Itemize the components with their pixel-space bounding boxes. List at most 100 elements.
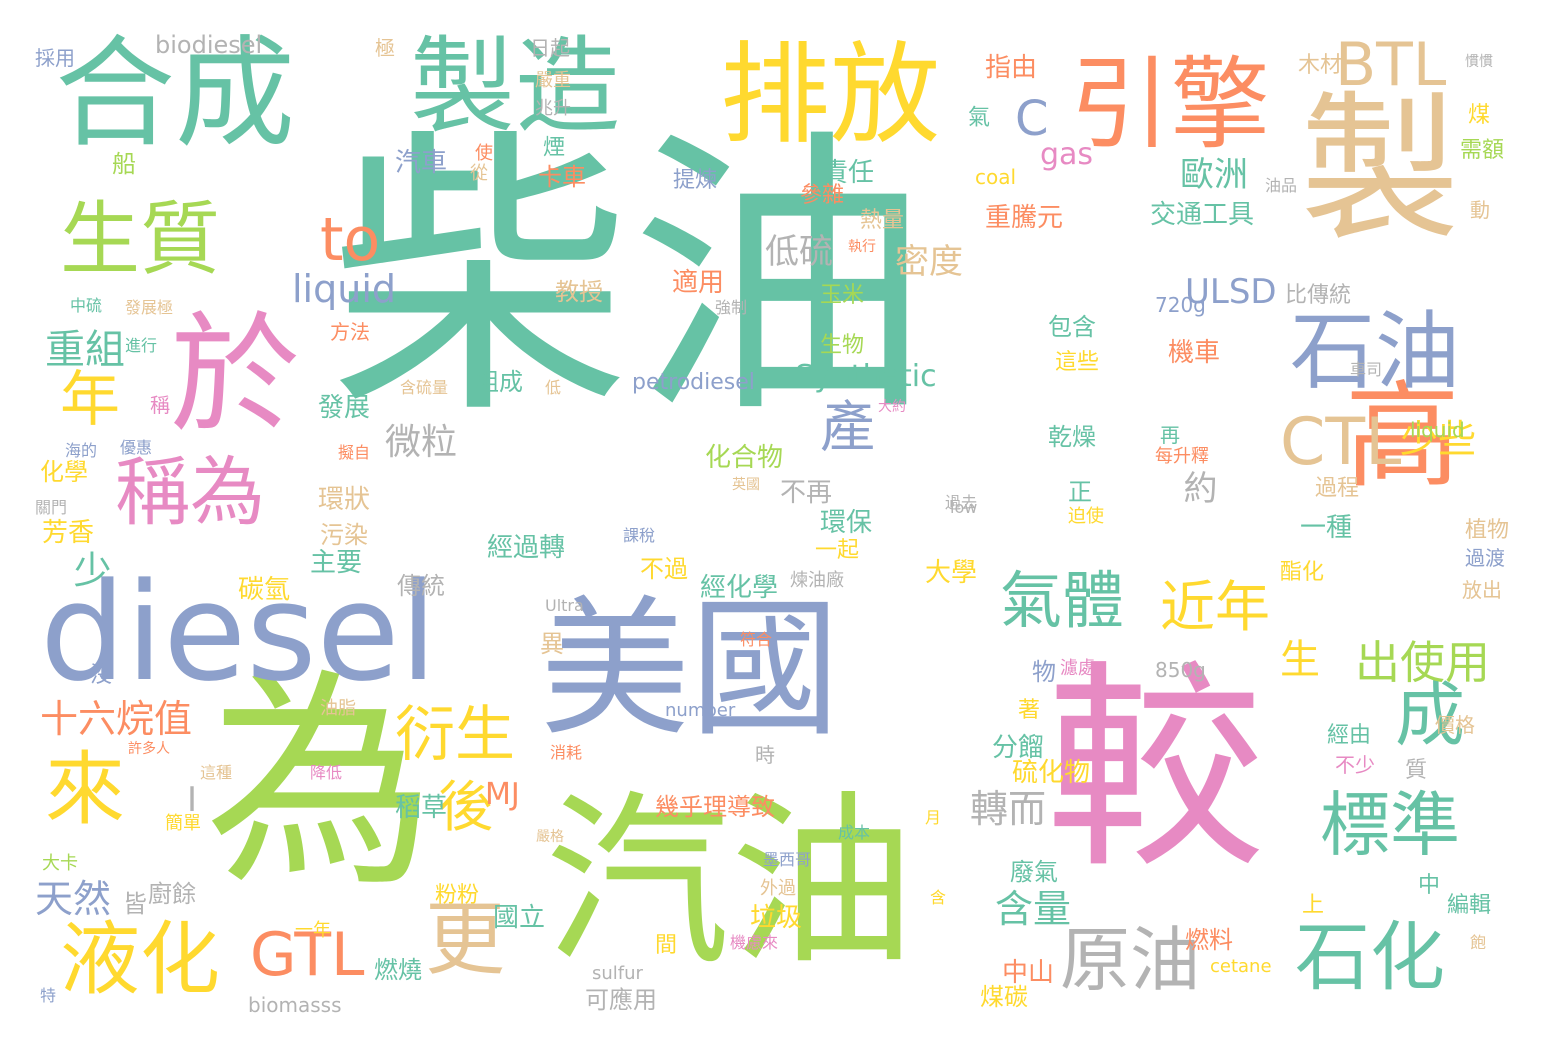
- cloud-word: 提煉: [673, 168, 718, 193]
- cloud-word: liquid: [292, 267, 396, 311]
- cloud-word: 玉米: [820, 283, 865, 308]
- cloud-word: 間: [655, 933, 678, 958]
- cloud-word: 約: [1177, 470, 1217, 502]
- cloud-word: 乾燥: [1048, 423, 1096, 451]
- cloud-word: 參雜: [800, 183, 845, 208]
- cloud-word: 中山: [1002, 958, 1055, 988]
- cloud-word: 合成: [55, 25, 295, 164]
- cloud-word: 發展: [318, 393, 371, 423]
- cloud-word: 需額: [1460, 138, 1505, 163]
- cloud-word: 可應用: [585, 986, 657, 1014]
- cloud-word: 一種: [1300, 513, 1353, 543]
- cloud-word: 不少: [1335, 753, 1375, 777]
- cloud-word: 柴油: [330, 105, 930, 454]
- cloud-word: 含量: [995, 887, 1072, 931]
- cloud-word: 幾乎理導致: [655, 793, 775, 821]
- cloud-word: 簡單: [165, 813, 201, 834]
- cloud-word: 沒: [90, 663, 113, 688]
- cloud-word: MJ: [485, 777, 520, 812]
- cloud-word: 強制: [715, 298, 748, 317]
- cloud-word: 比傳統: [1285, 283, 1352, 308]
- cloud-word: 從: [470, 163, 488, 184]
- cloud-word: 化合物: [705, 443, 784, 473]
- cloud-word: 上: [1302, 893, 1325, 918]
- cloud-word: 不再: [780, 478, 833, 508]
- cloud-word: 重組: [45, 327, 125, 373]
- cloud-word: coal: [975, 165, 1017, 189]
- cloud-word: 物: [1032, 658, 1056, 686]
- cloud-word: biomasss: [248, 993, 342, 1017]
- cloud-word: 皆: [123, 890, 147, 918]
- cloud-word: 墨西哥: [763, 850, 812, 869]
- cloud-word: 熱量: [860, 208, 905, 233]
- cloud-word: 使: [475, 143, 493, 164]
- cloud-word: 衍生: [395, 700, 515, 770]
- cloud-word: 成本: [838, 823, 871, 842]
- cloud-word: 植物: [1465, 518, 1510, 543]
- cloud-word: 含: [930, 888, 947, 907]
- cloud-word: 生質: [60, 193, 220, 286]
- cloud-word: 轉而: [970, 787, 1047, 831]
- cloud-word: 一年: [295, 920, 331, 941]
- cloud-word: 十六烷值: [40, 697, 193, 741]
- cloud-word: 經過轉: [487, 533, 566, 563]
- cloud-word: 責任: [822, 158, 875, 188]
- cloud-word: 出使用: [1355, 636, 1491, 689]
- cloud-word: 標準: [1320, 784, 1460, 866]
- cloud-word: 極: [375, 36, 395, 60]
- cloud-word: Ultra: [545, 596, 584, 615]
- cloud-word: 為: [205, 651, 436, 918]
- cloud-word: 於: [170, 299, 301, 451]
- cloud-word: 大學: [925, 558, 978, 588]
- cloud-word: 液化: [60, 913, 220, 1006]
- cloud-word: 後: [438, 775, 494, 839]
- cloud-word: C: [1015, 91, 1049, 147]
- cloud-word: 煤: [1468, 103, 1491, 128]
- cloud-word: 汽油: [545, 774, 915, 990]
- cloud-word: 微粒: [385, 422, 458, 463]
- cloud-word: GTL: [250, 920, 365, 990]
- cloud-word: 芳香: [42, 518, 95, 548]
- cloud-word: 污染: [320, 521, 368, 549]
- cloud-word: 煉油廠: [790, 570, 844, 591]
- cloud-word: 機慮來: [730, 933, 779, 952]
- cloud-word: 關門: [35, 498, 68, 517]
- cloud-word: 原油: [1060, 919, 1200, 1001]
- cloud-word: I: [172, 780, 212, 818]
- cloud-word: 指由: [985, 53, 1038, 83]
- cloud-word: 化學: [40, 458, 88, 486]
- cloud-word: 編輯: [1447, 893, 1492, 918]
- cloud-word: 重騰元: [985, 203, 1064, 233]
- cloud-word: 酯化: [1280, 560, 1325, 585]
- cloud-word: 濾處: [1060, 658, 1096, 679]
- cloud-word: 720g: [1155, 293, 1206, 317]
- cloud-word: 這些: [1055, 350, 1100, 375]
- cloud-word: 密度: [895, 242, 963, 282]
- cloud-word: 發展極: [125, 298, 174, 317]
- cloud-word: 稱: [150, 393, 170, 417]
- cloud-word: biodiesel: [155, 31, 263, 59]
- cloud-word: 異: [540, 630, 564, 658]
- cloud-word: 大約: [878, 399, 906, 415]
- cloud-word: liquid: [1410, 418, 1465, 442]
- cloud-word: 方法: [330, 320, 370, 344]
- cloud-word: gas: [1040, 137, 1094, 172]
- cloud-word: 課稅: [623, 526, 656, 545]
- cloud-word: 氣體: [1000, 564, 1125, 637]
- cloud-word: 垃圾: [750, 903, 803, 933]
- cloud-word: 船: [112, 150, 136, 178]
- cloud-word: 煙: [539, 135, 564, 156]
- cloud-word: 經化學: [700, 573, 779, 603]
- cloud-word: 成: [1395, 674, 1465, 756]
- cloud-word: 嚴格: [536, 829, 564, 845]
- cloud-word: 國立: [493, 903, 546, 933]
- cloud-word: 一起: [815, 538, 860, 563]
- cloud-word: 消耗: [550, 743, 583, 762]
- cloud-word: 組成: [475, 368, 523, 396]
- cloud-word: 符合: [740, 630, 773, 649]
- cloud-word: 少些: [1400, 417, 1477, 461]
- cloud-word: 擬自: [338, 443, 371, 462]
- cloud-word: 這種: [200, 763, 233, 782]
- cloud-word: 木材: [1298, 53, 1343, 78]
- cloud-word: 硫化物: [1012, 758, 1091, 788]
